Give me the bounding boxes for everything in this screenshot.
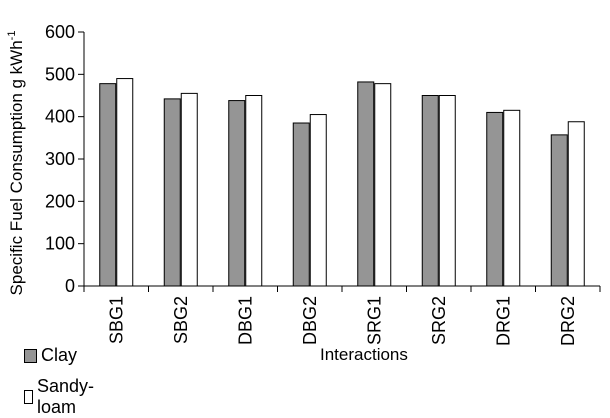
bar-sbg1-sandy-loam xyxy=(116,78,134,287)
bar-sbg2-sandy-loam xyxy=(180,92,198,287)
y-tick-label: 100 xyxy=(45,234,75,254)
legend-label-sandy-loam: Sandy-loam xyxy=(37,376,95,417)
bar-dbg2-clay xyxy=(292,122,310,287)
x-tick-label: DBG1 xyxy=(235,296,255,345)
y-tick-label: 300 xyxy=(45,149,75,169)
x-tick-label: SBG2 xyxy=(171,296,191,344)
bar-drg2-sandy-loam xyxy=(567,121,585,287)
bar-drg2-clay xyxy=(550,134,568,287)
y-axis-title: Specific Fuel Consumption g kWh-1 xyxy=(6,31,26,296)
bar-srg2-sandy-loam xyxy=(438,95,456,287)
bar-dbg1-clay xyxy=(228,100,246,287)
legend-item-clay: Clay xyxy=(24,345,77,366)
x-tick-labels: SBG1 SBG2 DBG1 DBG2 SRG1 SRG2 DRG1 DRG2 xyxy=(106,296,578,346)
x-tick-label: DRG1 xyxy=(493,296,513,346)
y-axis: 0 100 200 300 400 500 600 xyxy=(45,22,85,296)
bar-srg1-clay xyxy=(357,81,375,287)
y-tick-label: 0 xyxy=(65,276,75,296)
bars xyxy=(99,78,585,287)
bar-srg2-clay xyxy=(421,95,439,287)
x-tick-label: SRG1 xyxy=(364,296,384,345)
x-axis-title: Interactions xyxy=(320,345,408,364)
bar-drg1-sandy-loam xyxy=(503,109,521,287)
x-axis xyxy=(83,285,601,292)
y-tick-label: 400 xyxy=(45,107,75,127)
x-tick-label: SRG2 xyxy=(429,296,449,345)
bar-chart: 0 100 200 300 400 500 600 SBG1 SBG2 DBG1 DBG2 SRG1… xyxy=(6,22,601,364)
y-tick-label: 500 xyxy=(45,64,75,84)
y-tick-label: 600 xyxy=(45,22,75,42)
bar-dbg2-sandy-loam xyxy=(309,114,327,287)
legend-label-clay: Clay xyxy=(41,345,78,365)
bar-sbg1-clay xyxy=(99,83,117,287)
x-tick-label: DRG2 xyxy=(558,296,578,346)
bar-dbg1-sandy-loam xyxy=(245,95,263,287)
x-tick-label: DBG2 xyxy=(300,296,320,345)
legend-item-sandy-loam: Sandy-loam xyxy=(24,376,98,418)
bar-drg1-clay xyxy=(486,111,504,287)
legend-swatch-sandy-loam xyxy=(24,390,33,404)
x-tick-label: SBG1 xyxy=(106,296,126,344)
bar-sbg2-clay xyxy=(163,98,181,287)
legend-swatch-clay xyxy=(24,348,37,363)
y-tick-label: 200 xyxy=(45,191,75,211)
bar-srg1-sandy-loam xyxy=(374,83,392,287)
